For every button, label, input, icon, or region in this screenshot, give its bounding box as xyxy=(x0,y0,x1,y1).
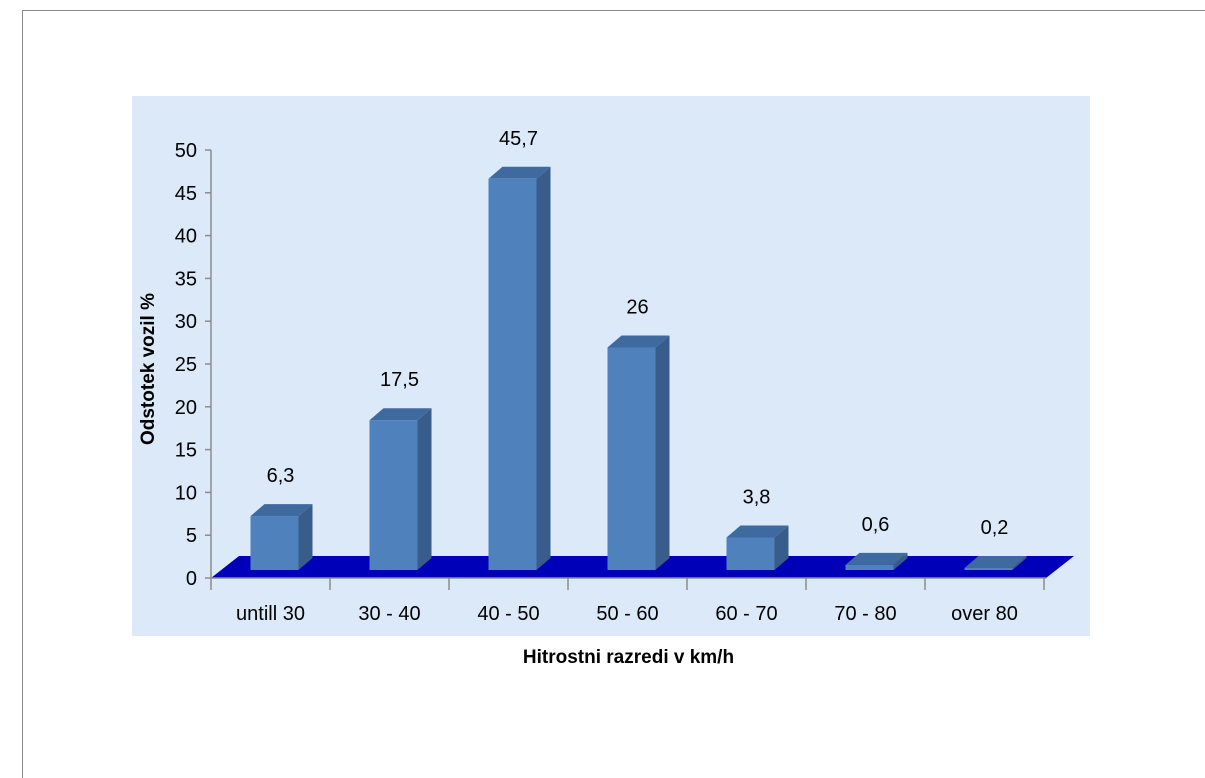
bar xyxy=(726,525,789,570)
data-label: 3,8 xyxy=(743,486,771,508)
bar-front xyxy=(964,568,1013,570)
y-tick-label: 20 xyxy=(175,397,197,419)
bar-top xyxy=(607,335,670,348)
x-tick-label: 60 - 70 xyxy=(715,603,777,625)
y-tick-label: 30 xyxy=(175,311,197,333)
bar-side xyxy=(536,166,551,571)
y-tick-label: 15 xyxy=(175,440,197,462)
y-tick-label: 40 xyxy=(175,226,197,248)
data-label: 0,6 xyxy=(862,514,890,536)
bar-top xyxy=(369,408,432,421)
data-label: 6,3 xyxy=(267,465,295,487)
bar-top xyxy=(250,504,313,517)
bars-group xyxy=(250,166,1027,571)
bar-side xyxy=(417,408,432,570)
bar-side xyxy=(655,335,670,570)
x-tick-label: 50 - 60 xyxy=(596,603,658,625)
x-axis-title: Hitrostni razredi v km/h xyxy=(523,647,734,668)
bar-side xyxy=(774,525,789,570)
data-label: 17,5 xyxy=(380,369,419,391)
bar-front xyxy=(845,564,894,570)
x-tick-label: untill 30 xyxy=(236,603,305,625)
y-tick-label: 45 xyxy=(175,183,197,205)
bar-front xyxy=(726,537,775,570)
bar xyxy=(488,166,551,571)
y-tick-label: 50 xyxy=(175,140,197,162)
y-axis: 0 5 10 15 20 25 30 35 40 45 50 xyxy=(175,140,212,590)
x-tick-label: 40 - 50 xyxy=(477,603,539,625)
data-label: 0,2 xyxy=(981,517,1009,539)
x-tick-label: 30 - 40 xyxy=(358,603,420,625)
data-label: 45,7 xyxy=(499,128,538,150)
bar xyxy=(607,335,670,570)
bar-side xyxy=(1012,556,1027,570)
bar-front xyxy=(488,178,537,571)
page-frame xyxy=(22,10,1205,778)
bar xyxy=(250,504,313,570)
bar xyxy=(369,408,432,570)
y-tick-label: 10 xyxy=(175,482,197,504)
y-tick-label: 35 xyxy=(175,268,197,290)
bar xyxy=(964,556,1027,570)
y-tick-label: 25 xyxy=(175,354,197,376)
bar-front xyxy=(250,516,299,570)
bar-side xyxy=(893,552,908,570)
bar-top xyxy=(845,552,908,565)
y-tick-label: 5 xyxy=(186,525,197,547)
data-label: 26 xyxy=(626,296,648,318)
bar xyxy=(845,552,908,570)
bar-side xyxy=(298,504,313,570)
bar-front xyxy=(369,420,418,570)
y-tick-label: 0 xyxy=(186,568,197,590)
bar-front xyxy=(607,347,656,570)
x-tick-label: over 80 xyxy=(951,603,1018,625)
x-axis: untill 30 30 - 40 40 - 50 50 - 60 60 - 70 70 … xyxy=(210,577,1046,625)
x-tick-label: 70 - 80 xyxy=(834,603,896,625)
data-labels-group: 6,3 17,5 45,7 26 3,8 0,6 0,2 xyxy=(267,128,1009,539)
bar-top xyxy=(726,525,789,538)
y-axis-title: Odstotek vozil % xyxy=(138,293,159,445)
bar-top xyxy=(964,556,1027,568)
bar-top xyxy=(488,166,551,179)
